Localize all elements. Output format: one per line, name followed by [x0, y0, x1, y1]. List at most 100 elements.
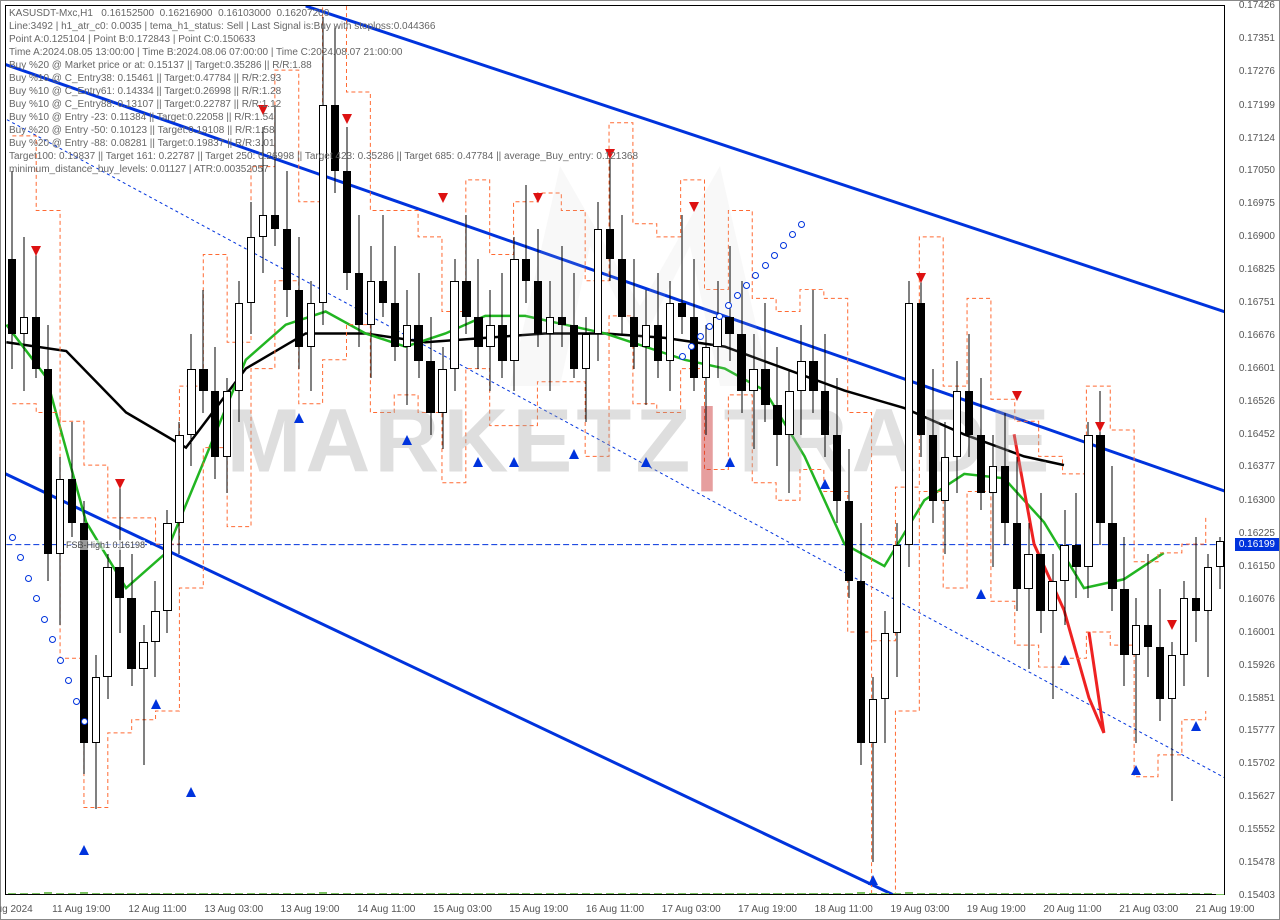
candle — [1024, 6, 1032, 896]
info-lines: Line:3492 | h1_atr_c0: 0.0035 | tema_h1_… — [9, 20, 638, 176]
marker-circle-icon — [771, 252, 778, 259]
chart-container: MARKETZ|TRADE FSB-High1 0.16198 0.174260… — [0, 0, 1280, 920]
x-tick-label: 18 Aug 11:00 — [815, 904, 873, 915]
x-tick-label: 12 Aug 11:00 — [128, 904, 186, 915]
candle — [881, 6, 889, 896]
sell-arrow-icon — [1095, 422, 1105, 432]
x-tick-label: 16 Aug 11:00 — [586, 904, 644, 915]
candle — [1001, 6, 1009, 896]
marker-circle-icon — [25, 575, 32, 582]
info-line: Buy %10 @ C_Entry88: 0.13107 || Target:0… — [9, 98, 638, 111]
marker-circle-icon — [716, 313, 723, 320]
y-tick-label: 0.16601 — [1239, 363, 1275, 374]
info-line: Buy %20 @ Entry -88: 0.08281 || Target:0… — [9, 137, 638, 150]
sell-arrow-icon — [533, 193, 543, 203]
x-axis: 11 Aug 202411 Aug 19:0012 Aug 11:0013 Au… — [5, 897, 1225, 919]
candle — [678, 6, 686, 896]
buy-arrow-icon — [725, 457, 735, 467]
x-tick-label: 11 Aug 19:00 — [52, 904, 110, 915]
marker-circle-icon — [41, 616, 48, 623]
marker-circle-icon — [17, 554, 24, 561]
candle — [929, 6, 937, 896]
y-tick-label: 0.15478 — [1239, 857, 1275, 868]
buy-arrow-icon — [151, 699, 161, 709]
sell-arrow-icon — [1167, 620, 1177, 630]
x-tick-label: 13 Aug 03:00 — [204, 904, 263, 915]
info-line: Buy %20 @ Market price or at: 0.15137 ||… — [9, 59, 638, 72]
x-tick-label: 19 Aug 03:00 — [891, 904, 950, 915]
candle — [773, 6, 781, 896]
candle — [1204, 6, 1212, 896]
current-price-tag: 0.16199 — [1235, 538, 1279, 551]
candle — [1120, 6, 1128, 896]
y-tick-label: 0.15851 — [1239, 693, 1275, 704]
y-tick-label: 0.15627 — [1239, 791, 1275, 802]
y-tick-label: 0.15552 — [1239, 824, 1275, 835]
marker-circle-icon — [73, 698, 80, 705]
x-tick-label: 17 Aug 03:00 — [662, 904, 721, 915]
sell-arrow-icon — [689, 202, 699, 212]
y-tick-label: 0.16526 — [1239, 396, 1275, 407]
x-tick-label: 13 Aug 19:00 — [281, 904, 340, 915]
info-line: Buy %10 @ C_Entry61: 0.14334 || Target:0… — [9, 85, 638, 98]
candle — [690, 6, 698, 896]
y-tick-label: 0.15702 — [1239, 758, 1275, 769]
candle — [797, 6, 805, 896]
buy-arrow-icon — [473, 457, 483, 467]
candle — [1192, 6, 1200, 896]
y-tick-label: 0.15403 — [1239, 890, 1275, 901]
x-tick-label: 19 Aug 19:00 — [967, 904, 1026, 915]
sell-arrow-icon — [31, 246, 41, 256]
fsb-label: FSB-High1 0.16198 — [66, 540, 145, 550]
y-axis: 0.174260.173510.172760.171990.171240.170… — [1227, 5, 1279, 895]
candle — [953, 6, 961, 896]
info-line: minimum_distance_buy_levels: 0.01127 | A… — [9, 163, 638, 176]
sell-arrow-icon — [916, 273, 926, 283]
candle — [761, 6, 769, 896]
buy-arrow-icon — [1060, 655, 1070, 665]
candle — [1216, 6, 1224, 896]
y-tick-label: 0.15777 — [1239, 725, 1275, 736]
candle — [977, 6, 985, 896]
y-tick-label: 0.16825 — [1239, 264, 1275, 275]
buy-arrow-icon — [976, 589, 986, 599]
info-line: Time A:2024.08.05 13:00:00 | Time B:2024… — [9, 46, 638, 59]
y-tick-label: 0.16150 — [1239, 561, 1275, 572]
candle — [785, 6, 793, 896]
y-tick-label: 0.16900 — [1239, 231, 1275, 242]
x-tick-label: 11 Aug 2024 — [0, 904, 33, 915]
buy-arrow-icon — [820, 479, 830, 489]
buy-arrow-icon — [641, 457, 651, 467]
x-tick-label: 15 Aug 03:00 — [433, 904, 492, 915]
candle — [821, 6, 829, 896]
info-line: Target100: 0.19837 || Target 161: 0.2278… — [9, 150, 638, 163]
buy-arrow-icon — [569, 449, 579, 459]
y-tick-label: 0.17426 — [1239, 0, 1275, 11]
y-tick-label: 0.16452 — [1239, 429, 1275, 440]
y-tick-label: 0.16001 — [1239, 627, 1275, 638]
candle — [1013, 6, 1021, 896]
candle — [725, 6, 733, 896]
y-tick-label: 0.16300 — [1239, 495, 1275, 506]
buy-arrow-icon — [294, 413, 304, 423]
candle — [1144, 6, 1152, 896]
x-tick-label: 20 Aug 11:00 — [1043, 904, 1101, 915]
x-tick-label: 17 Aug 19:00 — [738, 904, 797, 915]
info-line: Buy %20 @ Entry -50: 0.10123 || Target:0… — [9, 124, 638, 137]
sell-arrow-icon — [438, 193, 448, 203]
candle — [1072, 6, 1080, 896]
info-line: Buy %10 @ C_Entry38: 0.15461 || Target:0… — [9, 72, 638, 85]
candle — [737, 6, 745, 896]
buy-arrow-icon — [1191, 721, 1201, 731]
y-tick-label: 0.16751 — [1239, 297, 1275, 308]
overlay-info-block: KASUSDT-Mxc,H1 0.16152500 0.16216900 0.1… — [9, 7, 638, 176]
buy-arrow-icon — [79, 845, 89, 855]
x-tick-label: 14 Aug 11:00 — [357, 904, 415, 915]
info-line: Buy %10 @ Entry -23: 0.11384 || Target:0… — [9, 111, 638, 124]
y-tick-label: 0.15926 — [1239, 660, 1275, 671]
marker-circle-icon — [697, 333, 704, 340]
candle — [941, 6, 949, 896]
candle — [1036, 6, 1044, 896]
y-tick-label: 0.17124 — [1239, 133, 1275, 144]
marker-circle-icon — [780, 242, 787, 249]
